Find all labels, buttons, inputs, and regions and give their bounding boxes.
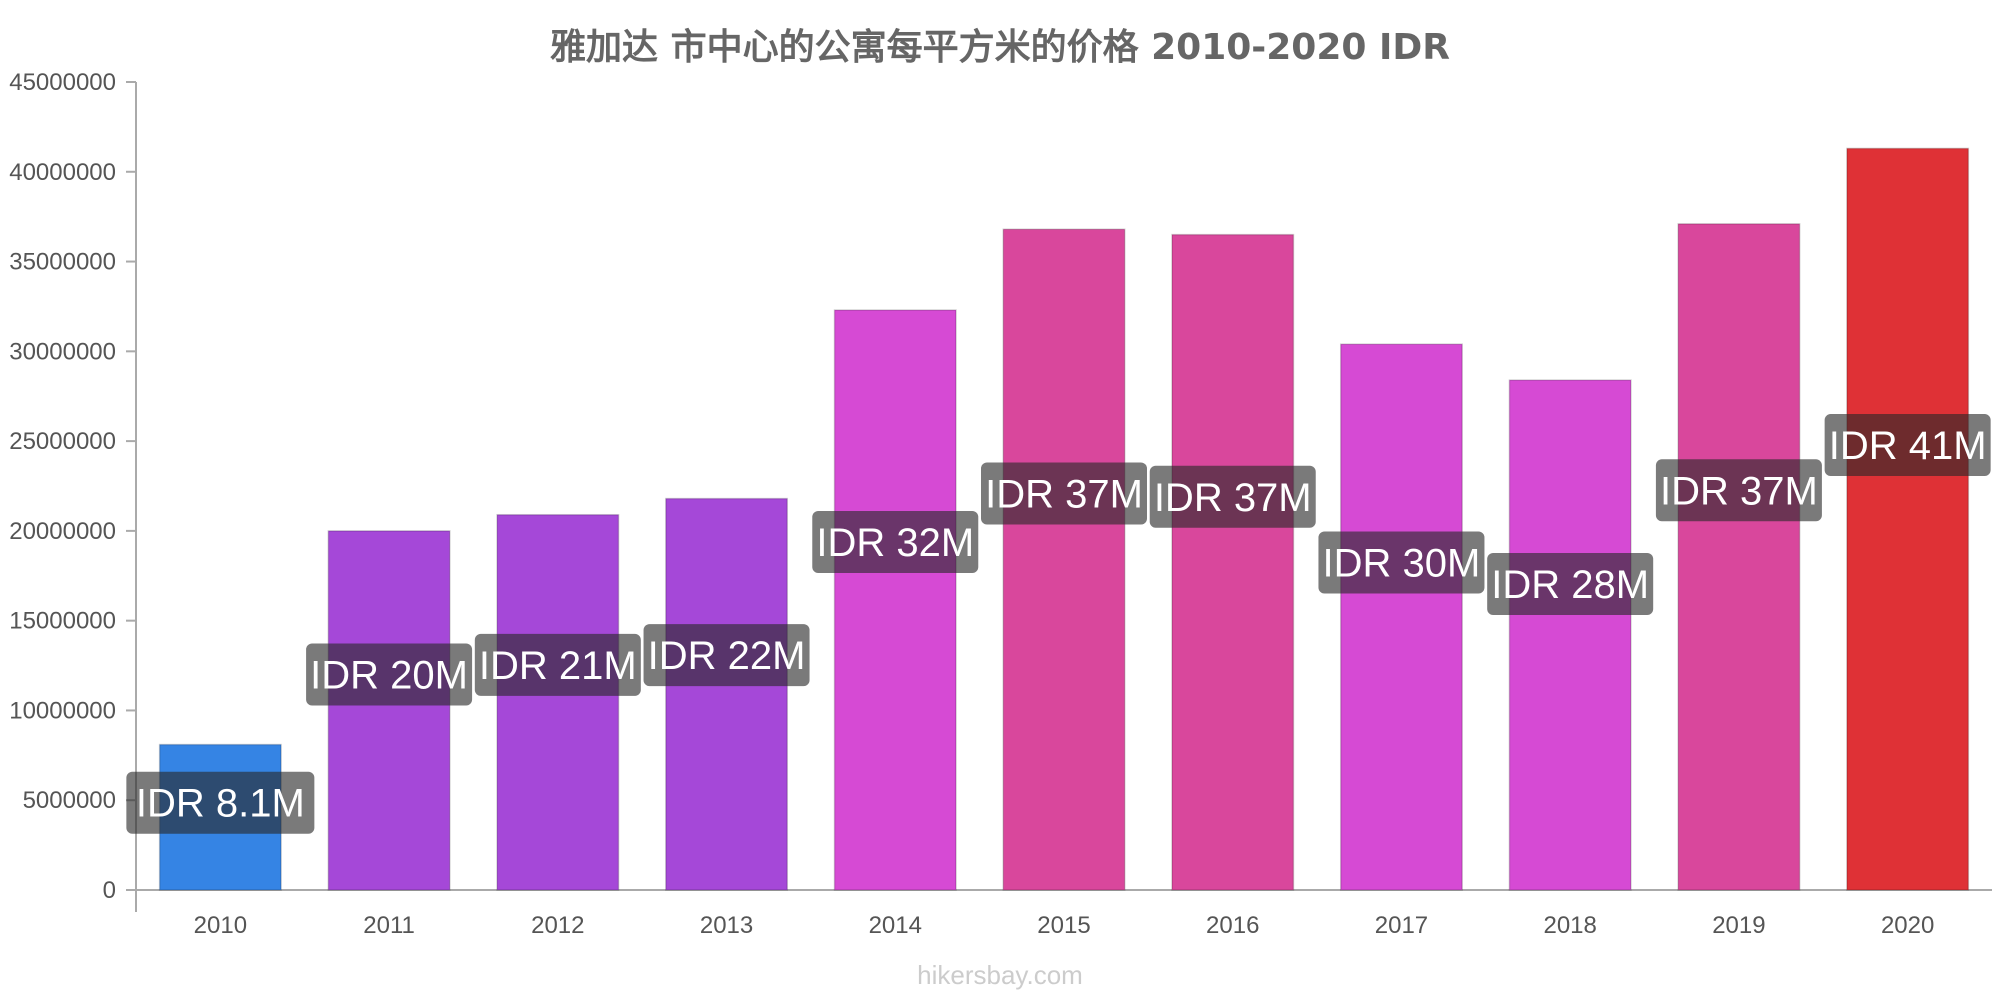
x-tick-label: 2019 xyxy=(1712,912,1765,939)
y-tick-label: 35000000 xyxy=(9,249,116,276)
bar-2014 xyxy=(833,309,957,891)
bar-2017 xyxy=(1339,343,1463,891)
data-label: IDR 22M xyxy=(648,634,806,678)
x-tick-label: 2013 xyxy=(700,912,753,939)
x-tick-label: 2011 xyxy=(363,912,415,939)
data-label: IDR 41M xyxy=(1829,424,1987,468)
data-label-box xyxy=(981,462,1147,525)
data-label-box xyxy=(812,511,979,574)
x-tick-label: 2015 xyxy=(1037,912,1090,939)
data-label-box xyxy=(643,624,810,687)
x-tick-label: 2012 xyxy=(531,912,584,939)
data-label-box xyxy=(1149,465,1316,528)
bars xyxy=(158,147,1970,891)
data-label: IDR 20M xyxy=(310,654,468,698)
y-axis-ticks: 0 5000000 10000000 15000000 20000000 25000000… xyxy=(9,69,136,904)
data-label-box xyxy=(1824,414,1991,477)
y-tick-label: 15000000 xyxy=(9,608,116,635)
data-label: IDR 21M xyxy=(479,644,637,688)
chart-title: 雅加达 市中心的公寓每平方米的价格 2010-2020 IDR xyxy=(550,27,1450,68)
bar-2019 xyxy=(1677,223,1801,891)
x-tick-label: 2020 xyxy=(1881,912,1934,939)
data-label-box xyxy=(306,643,473,706)
data-label: IDR 37M xyxy=(985,473,1143,517)
y-tick-label: 5000000 xyxy=(23,787,116,814)
x-tick-label: 2017 xyxy=(1375,912,1428,939)
bar-2011 xyxy=(327,530,451,891)
data-label: IDR 28M xyxy=(1491,563,1649,607)
data-label-box xyxy=(1655,459,1822,522)
bar-2020 xyxy=(1846,147,1970,891)
data-label: IDR 32M xyxy=(816,521,974,565)
y-tick-label: 10000000 xyxy=(9,697,116,724)
data-label-box xyxy=(126,771,315,834)
x-tick-label: 2010 xyxy=(194,912,247,939)
bar-2018 xyxy=(1508,379,1632,891)
data-label: IDR 8.1M xyxy=(136,782,305,826)
y-tick-label: 45000000 xyxy=(9,69,116,96)
bar-2016 xyxy=(1171,233,1295,891)
y-tick-label: 30000000 xyxy=(9,338,116,365)
y-tick-label: 40000000 xyxy=(9,159,116,186)
y-tick-label: 25000000 xyxy=(9,428,116,455)
x-tick-label: 2018 xyxy=(1543,912,1596,939)
bar-2015 xyxy=(1002,228,1126,891)
x-axis-ticks: 2010 2011 2012 2013 2014 2015 2016 2017 2018 2019… xyxy=(194,912,1935,939)
bar-2012 xyxy=(496,513,620,891)
x-tick-label: 2014 xyxy=(869,912,922,939)
data-label: IDR 30M xyxy=(1323,541,1481,585)
x-tick-label: 2016 xyxy=(1206,912,1259,939)
bar-2013 xyxy=(665,497,789,891)
data-label-box xyxy=(474,633,641,696)
y-tick-label: 20000000 xyxy=(9,518,116,545)
watermark: hikersbay.com xyxy=(917,960,1083,990)
data-label-box xyxy=(1318,531,1485,594)
y-tick-label: 0 xyxy=(103,877,116,904)
data-label-box xyxy=(1487,553,1654,616)
data-label: IDR 37M xyxy=(1154,476,1312,520)
data-label: IDR 37M xyxy=(1660,469,1818,513)
